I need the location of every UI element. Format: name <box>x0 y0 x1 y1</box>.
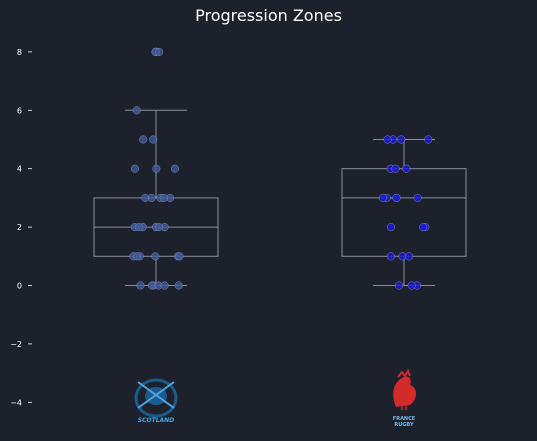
data-point <box>159 193 168 202</box>
data-point <box>136 281 145 290</box>
data-point <box>132 106 141 115</box>
data-point <box>397 135 406 144</box>
data-point <box>174 281 183 290</box>
data-point <box>392 193 401 202</box>
y-tick-label: −2 <box>10 340 22 349</box>
data-point <box>149 135 158 144</box>
data-point <box>132 252 142 261</box>
data-point <box>419 223 428 232</box>
data-point <box>424 135 433 144</box>
data-point <box>170 164 179 173</box>
data-point <box>405 252 414 261</box>
data-point <box>407 281 416 290</box>
data-point <box>152 164 161 173</box>
data-point <box>175 252 184 261</box>
data-point <box>134 223 143 232</box>
scotland-thistle-icon <box>134 378 178 418</box>
y-tick-label: −4 <box>10 398 22 407</box>
y-tick-label: 6 <box>17 106 22 115</box>
data-point <box>402 164 411 173</box>
y-tick-label: 8 <box>17 48 22 57</box>
france-logo-text-line1: FRANCE <box>393 416 416 422</box>
data-point <box>151 252 160 261</box>
scotland-logo-text: SCOTLAND <box>138 417 174 424</box>
data-point <box>383 135 392 144</box>
data-point <box>378 193 388 202</box>
y-tick-label: 2 <box>17 223 22 232</box>
data-point <box>386 252 395 261</box>
chart-title: Progression Zones <box>195 6 342 25</box>
data-point <box>130 164 139 173</box>
iqr-box <box>341 168 467 257</box>
data-point <box>139 135 148 144</box>
data-point <box>160 281 169 290</box>
data-point <box>154 47 164 56</box>
y-tick-label: 4 <box>17 165 22 174</box>
data-point <box>141 193 150 202</box>
data-point <box>413 193 422 202</box>
cockerel-icon <box>393 376 416 407</box>
data-point <box>386 223 395 232</box>
saltire-icon <box>137 381 175 409</box>
data-point <box>395 281 404 290</box>
data-point <box>391 164 400 173</box>
data-point <box>154 223 164 232</box>
france-logo-text-line2: RUGBY <box>394 422 414 428</box>
y-tick-label: 0 <box>17 282 22 291</box>
cockerel-comb-icon <box>397 368 411 378</box>
